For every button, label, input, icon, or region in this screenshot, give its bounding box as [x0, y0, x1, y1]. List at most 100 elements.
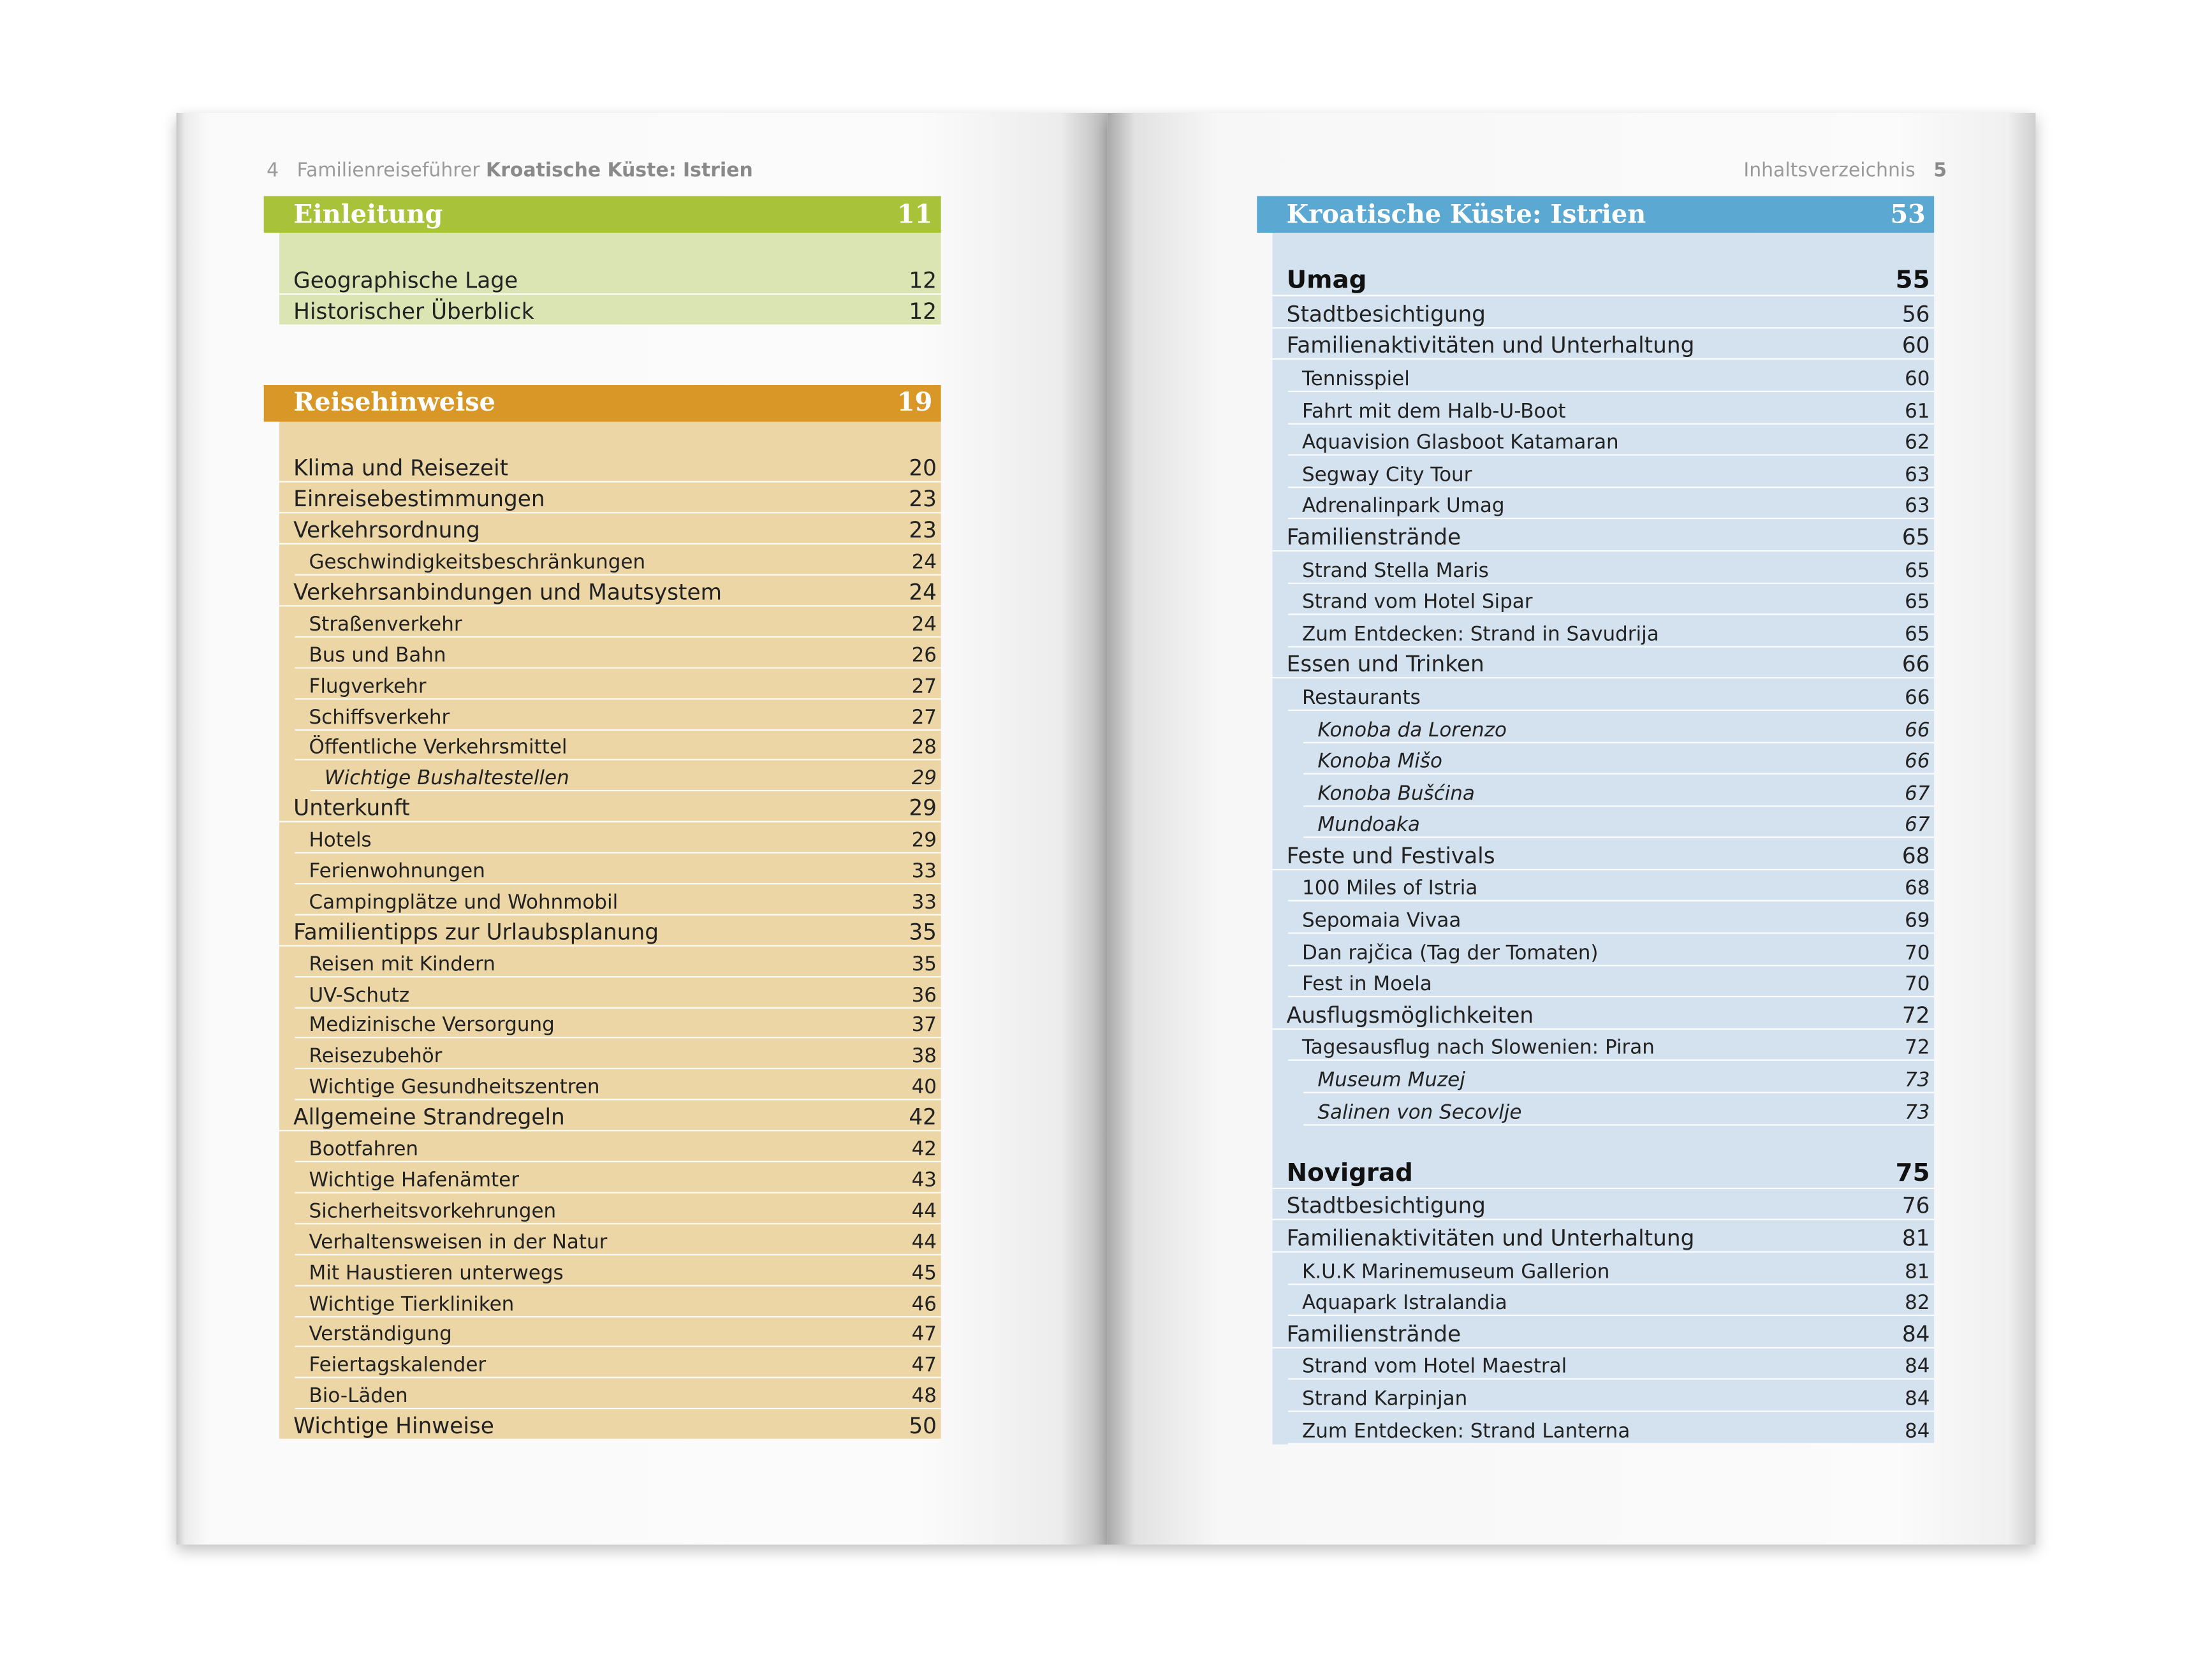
entry-title: Feiertagskalender — [309, 1354, 487, 1377]
toc-entry: Bio-Läden 48 — [295, 1378, 941, 1410]
toc-section: Einleitung 11 Geographische Lage 12 Historis… — [263, 196, 941, 326]
entry-page: 60 — [1901, 333, 1930, 359]
toc-entry: Klima und Reisezeit 20 — [279, 452, 941, 483]
entry-page: 72 — [1901, 1002, 1930, 1028]
entry-title: Ausflugsmöglichkeiten — [1286, 1002, 1534, 1028]
toc-entry: Campingplätze und Wohnmobil 33 — [295, 884, 941, 916]
toc-entry: Dan rajčica (Tag der Tomaten) 70 — [1287, 934, 1935, 966]
entry-page: 84 — [1901, 1321, 1930, 1347]
toc-section: Kroatische Küste: Istrien 53 Umag 55 Stadtbe… — [1257, 196, 1935, 1444]
entry-page: 73 — [1905, 1069, 1930, 1092]
spacer — [279, 233, 941, 263]
entry-title: Wichtige Hinweise — [293, 1413, 494, 1439]
entry-page: 63 — [1905, 464, 1930, 486]
toc-entry: Wichtige Tierkliniken 46 — [295, 1286, 941, 1317]
toc-entry: Medizinische Versorgung 37 — [295, 1008, 941, 1039]
entry-title: K.U.K Marinemuseum Gallerion — [1302, 1260, 1610, 1283]
entry-title: Einreisebestimmungen — [293, 487, 545, 513]
toc-entry: Wichtige Hafenämter 43 — [295, 1162, 941, 1194]
entry-title: Historischer Überblick — [293, 298, 534, 325]
toc-entry: Novigrad 75 — [1272, 1157, 1935, 1189]
toc-entry: Strand vom Hotel Sipar 65 — [1287, 583, 1935, 615]
toc-section: Reisehinweise 19 Klima und Reisezeit 20 Einr… — [263, 384, 941, 1440]
entry-title: Stadtbesichtigung — [1286, 1194, 1486, 1220]
toc-entry: Essen und Trinken 66 — [1272, 647, 1935, 679]
toc-entry: Verkehrsanbindungen und Mautsystem 24 — [279, 576, 941, 607]
entry-title: Reisen mit Kindern — [309, 953, 495, 976]
entry-title: Aquavision Glasboot Katamaran — [1302, 432, 1619, 455]
entry-title: Salinen von Secovlje — [1317, 1101, 1522, 1124]
entry-title: Familientipps zur Urlaubsplanung — [293, 919, 659, 945]
toc-entry: Stadtbesichtigung 56 — [1272, 296, 1935, 328]
toc-entry: Tagesausflug nach Slowenien: Piran 72 — [1287, 1030, 1935, 1062]
entry-title: Geographische Lage — [293, 267, 518, 293]
entry-page: 60 — [1905, 368, 1930, 391]
entry-page: 20 — [909, 456, 937, 482]
toc-entry: Bus und Bahn 26 — [295, 638, 941, 669]
entry-page: 84 — [1905, 1356, 1930, 1379]
toc-entry: Allgemeine Strandregeln 42 — [279, 1100, 941, 1132]
entry-title: Zum Entdecken: Strand Lanterna — [1302, 1419, 1630, 1443]
entry-page: 61 — [1905, 400, 1930, 423]
toc-entry: Zum Entdecken: Strand in Savudrija 65 — [1287, 615, 1935, 647]
section-entries: Umag 55 Stadtbesichtigung 56 Familienaktivit… — [1272, 233, 1935, 1444]
entry-page: 23 — [909, 487, 937, 513]
entry-title: Wichtige Tierkliniken — [309, 1292, 515, 1316]
entry-page: 63 — [1905, 495, 1930, 518]
toc-entry: Geschwindigkeitsbeschränkungen 24 — [295, 544, 941, 576]
entry-title: Aquapark Istralandia — [1302, 1292, 1507, 1315]
entry-title: Segway City Tour — [1302, 464, 1472, 486]
section-header: Kroatische Küste: Istrien 53 — [1257, 196, 1935, 233]
toc-entry: Feiertagskalender 47 — [295, 1348, 941, 1379]
toc-entry: Reisen mit Kindern 35 — [295, 946, 941, 977]
toc-entry: Sicherheitsvorkehrungen 44 — [295, 1194, 941, 1224]
entry-title: Strand vom Hotel Maestral — [1302, 1356, 1567, 1379]
entry-page: 40 — [911, 1076, 937, 1100]
entry-page: 65 — [1901, 524, 1930, 550]
entry-title: Strand Stella Maris — [1302, 559, 1489, 582]
entry-title: Wichtige Bushaltestellen — [324, 768, 569, 791]
toc-entry: Zum Entdecken: Strand Lanterna 84 — [1287, 1412, 1935, 1444]
page-number: 4 — [267, 159, 279, 182]
page-number: 5 — [1933, 159, 1947, 182]
entry-title: Restaurants — [1302, 687, 1421, 710]
entry-page: 33 — [911, 860, 937, 884]
entry-page: 45 — [911, 1262, 937, 1285]
entry-page: 69 — [1905, 910, 1930, 933]
section-entries: Geographische Lage 12 Historischer Überbli… — [279, 233, 941, 326]
entry-title: Umag — [1286, 267, 1367, 295]
entry-page: 38 — [911, 1046, 937, 1069]
entry-title: Campingplätze und Wohnmobil — [309, 891, 619, 914]
entry-title: Verständigung — [309, 1324, 452, 1347]
entry-page: 33 — [911, 891, 937, 914]
entry-title: Novigrad — [1286, 1159, 1413, 1188]
toc-entry: Adrenalinpark Umag 63 — [1287, 488, 1935, 520]
toc-entry: Feste und Festivals 68 — [1272, 838, 1935, 870]
entry-title: Mundoaka — [1317, 814, 1420, 837]
entry-title: Stadtbesichtigung — [1286, 301, 1486, 327]
entry-page: 68 — [1905, 878, 1930, 901]
entry-page: 24 — [911, 552, 937, 574]
entry-page: 76 — [1901, 1194, 1930, 1220]
entry-title: Adrenalinpark Umag — [1302, 495, 1505, 518]
entry-title: Museum Muzej — [1317, 1069, 1465, 1092]
section-header: Reisehinweise 19 — [263, 384, 941, 421]
entry-page: 24 — [909, 580, 937, 606]
entry-page: 68 — [1901, 843, 1930, 869]
toc-entry: Konoba Mišo 66 — [1303, 743, 1935, 775]
entry-title: Verkehrsanbindungen und Mautsystem — [293, 580, 722, 606]
entry-page: 44 — [911, 1200, 937, 1223]
toc-entry: Mit Haustieren unterwegs 45 — [295, 1255, 941, 1286]
entry-page: 42 — [909, 1104, 937, 1130]
entry-title: Geschwindigkeitsbeschränkungen — [309, 552, 646, 574]
entry-page: 56 — [1901, 301, 1930, 327]
section-title: Reisehinweise — [293, 388, 496, 418]
toc-entry: Verständigung 47 — [295, 1317, 941, 1348]
entry-page: 42 — [911, 1138, 937, 1161]
toc-entry: Flugverkehr 27 — [295, 668, 941, 699]
entry-page: 37 — [911, 1014, 937, 1038]
toc-entry: Familienaktivitäten und Unterhaltung 81 — [1272, 1221, 1935, 1253]
toc-entry: Strand Stella Maris 65 — [1287, 552, 1935, 583]
section-title: Kroatische Küste: Istrien — [1286, 200, 1646, 230]
toc-entry: Geographische Lage 12 — [279, 263, 941, 295]
